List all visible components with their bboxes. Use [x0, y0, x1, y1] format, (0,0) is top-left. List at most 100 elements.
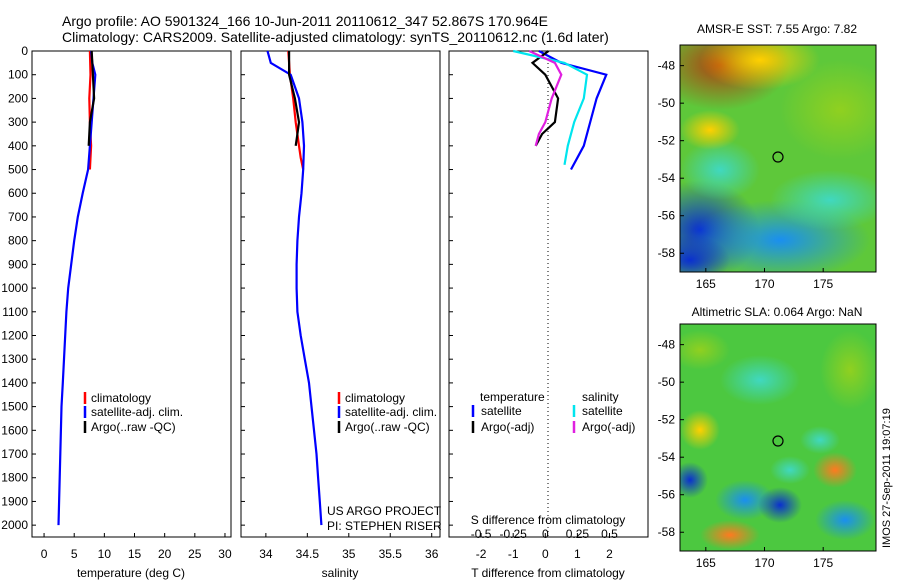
map-y-tick-label: -54 — [658, 171, 676, 185]
depth-tick-label: 2000 — [1, 518, 28, 532]
map-y-tick-label: -48 — [658, 59, 676, 73]
map-x-tick-label: 165 — [696, 277, 716, 291]
x-tick-label: 25 — [188, 547, 202, 561]
depth-tick-label: 900 — [8, 257, 28, 271]
salinity-x-axis: 34 34.5 35 35.5 36 — [259, 533, 439, 561]
legend-s-argo: Argo(-adj) — [582, 420, 635, 434]
x-tick-label: 35.5 — [379, 547, 403, 561]
depth-tick-label: 200 — [8, 91, 28, 105]
map-x-tick-label: 175 — [813, 277, 833, 291]
sst-map-axes: 165 170 175 -48 -50 -52 -54 -56 -58 — [658, 59, 834, 291]
series-line-satellite-adj-clim- — [266, 50, 323, 526]
temperature-plot-area — [31, 50, 232, 538]
map-y-tick-label: -58 — [658, 525, 676, 539]
depth-tick-label: 100 — [8, 68, 28, 82]
x-tick-label: 35 — [342, 547, 356, 561]
map-y-tick-label: -50 — [658, 375, 676, 389]
depth-tick-label: 0 — [21, 44, 28, 58]
sla-map-title: Altimetric SLA: 0.064 Argo: NaN — [692, 305, 863, 319]
s-difference-axis-label: S difference from climatology — [471, 513, 626, 527]
t-difference-x-axis: -2 -1 0 1 2 — [476, 533, 613, 561]
legend-satellite-adj: satellite-adj. clim. — [91, 405, 183, 419]
sst-heatmap — [680, 45, 876, 272]
legend-satellite-adj: satellite-adj. clim. — [345, 405, 437, 419]
depth-tick-label: 1100 — [2, 305, 28, 319]
legend-climatology: climatology — [91, 391, 151, 405]
map-y-tick-label: -56 — [658, 488, 676, 502]
x-tick-label: 36 — [425, 547, 439, 561]
x-tick-label: 0 — [542, 527, 549, 541]
map-x-tick-label: 175 — [813, 556, 833, 570]
legend-climatology: climatology — [345, 391, 405, 405]
map-y-tick-label: -54 — [658, 450, 676, 464]
legend-argo: Argo(..raw -QC) — [91, 420, 176, 434]
pi-annotation: PI: STEPHEN RISER — [327, 519, 442, 533]
temperature-legend: climatology satellite-adj. clim. Argo(..… — [83, 391, 183, 434]
x-tick-label: 2 — [606, 547, 613, 561]
x-tick-label: 0 — [542, 547, 549, 561]
x-tick-label: 20 — [158, 547, 172, 561]
depth-tick-label: 1400 — [1, 376, 28, 390]
map-x-tick-label: 170 — [754, 556, 774, 570]
depth-tick-label: 1300 — [1, 352, 28, 366]
sla-heatmap — [680, 324, 876, 551]
depth-tick-label: 600 — [8, 186, 28, 200]
depth-tick-label: 700 — [8, 210, 28, 224]
sla-map-frame — [679, 323, 877, 552]
temperature-series — [57, 50, 97, 526]
depth-tick-label: 400 — [8, 139, 28, 153]
x-tick-label: 10 — [98, 547, 112, 561]
depth-tick-label: 500 — [8, 163, 28, 177]
legend-temperature-header: temperature — [480, 390, 545, 404]
salinity-plot-area — [240, 50, 441, 538]
temperature-axis-label: temperature (deg C) — [77, 566, 185, 580]
x-tick-label: 34 — [259, 547, 273, 561]
depth-tick-label: 1800 — [1, 471, 28, 485]
x-tick-label: 1 — [574, 547, 581, 561]
temperature-x-axis: 0 5 10 15 20 25 30 — [41, 533, 232, 561]
map-y-tick-label: -52 — [658, 413, 676, 427]
depth-tick-label: 800 — [8, 234, 28, 248]
salinity-series — [266, 50, 323, 526]
legend-t-argo: Argo(-adj) — [481, 420, 534, 434]
x-tick-label: -0.25 — [500, 527, 528, 541]
x-tick-label: 0.5 — [601, 527, 618, 541]
salinity-axis-label: salinity — [322, 566, 359, 580]
difference-legend: temperature salinity satellite Argo(-adj… — [471, 390, 635, 434]
series-line-argo-raw-qc- — [87, 50, 96, 146]
series-line-argo-adj- — [528, 50, 563, 147]
project-annotation: US ARGO PROJECT — [327, 504, 442, 518]
x-tick-label: 34.5 — [296, 547, 320, 561]
sst-map-frame — [679, 44, 877, 273]
legend-s-satellite: satellite — [582, 404, 623, 418]
x-tick-label: -2 — [476, 547, 487, 561]
depth-tick-label: 1700 — [1, 447, 28, 461]
argo-position-marker — [772, 151, 784, 163]
s-difference-x-axis: -0.5 -0.25 0 0.25 0.5 — [471, 527, 618, 541]
depth-tick-label: 1500 — [1, 400, 28, 414]
series-line-argo-adj- — [530, 50, 560, 147]
figure-title-line1: Argo profile: AO 5901324_166 10-Jun-2011… — [62, 13, 548, 29]
map-y-tick-label: -48 — [658, 338, 676, 352]
map-y-tick-label: -58 — [658, 246, 676, 260]
x-tick-label: -0.5 — [471, 527, 492, 541]
sla-map-axes: 165 170 175 -48 -50 -52 -54 -56 -58 — [658, 338, 834, 570]
series-line-argo-raw-qc- — [288, 51, 301, 146]
legend-argo: Argo(..raw -QC) — [345, 420, 430, 434]
x-tick-label: 15 — [128, 547, 142, 561]
map-y-tick-label: -52 — [658, 134, 676, 148]
figure-title-line2: Climatology: CARS2009. Satellite-adjuste… — [62, 29, 609, 45]
timestamp-stamp: IMOS 27-Sep-2011 19:07:19 — [881, 408, 893, 548]
map-x-tick-label: 170 — [754, 277, 774, 291]
depth-tick-label: 300 — [8, 115, 28, 129]
legend-salinity-header: salinity — [582, 390, 619, 404]
depth-tick-label: 1900 — [1, 494, 28, 508]
depth-tick-label: 1000 — [1, 281, 28, 295]
map-y-tick-label: -50 — [658, 96, 676, 110]
legend-t-satellite: satellite — [481, 404, 522, 418]
x-tick-label: 5 — [71, 547, 78, 561]
map-x-tick-label: 165 — [696, 556, 716, 570]
argo-position-marker — [772, 435, 784, 447]
sst-map-title: AMSR-E SST: 7.55 Argo: 7.82 — [697, 22, 857, 36]
